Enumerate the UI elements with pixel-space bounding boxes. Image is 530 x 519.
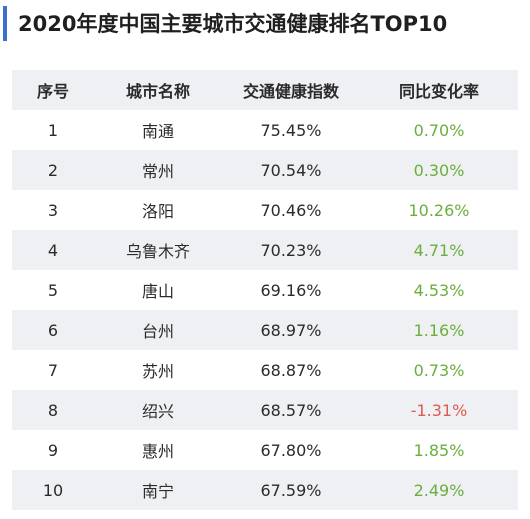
cell-index: 75.45% [260,120,322,140]
cell-index: 69.16% [260,280,322,300]
header-index: 交通健康指数 [242,82,339,101]
table-row: 7 苏州 68.87% 0.73% [12,350,518,390]
title-bar: 2020年度中国主要城市交通健康排名TOP10 [0,0,530,46]
table-header-row: 序号 城市名称 交通健康指数 同比变化率 [12,70,518,110]
cell-index: 68.87% [260,360,322,380]
table-row: 8 绍兴 68.57% -1.31% [12,390,518,430]
cell-rank: 9 [47,440,59,460]
cell-change: 0.30% [413,160,465,180]
header-change: 同比变化率 [398,82,479,101]
cell-index: 67.80% [260,440,322,460]
table-row: 6 台州 68.97% 1.16% [12,310,518,350]
cell-city: 唐山 [141,282,174,301]
cell-rank: 2 [47,160,59,180]
cell-index: 68.57% [260,400,322,420]
table-row: 5 唐山 69.16% 4.53% [12,270,518,310]
cell-index: 67.59% [260,480,322,500]
cell-city: 洛阳 [141,202,174,221]
table-row: 4 乌鲁木齐 70.23% 4.71% [12,230,518,270]
cell-change: 10.26% [408,200,470,220]
cell-change: -1.31% [410,400,468,420]
cell-rank: 4 [47,240,59,260]
cell-index: 70.23% [260,240,322,260]
table-row: 1 南通 75.45% 0.70% [12,110,518,150]
cell-index: 70.54% [260,160,322,180]
cell-city: 惠州 [141,442,174,461]
cell-rank: 1 [47,120,59,140]
cell-index: 70.46% [260,200,322,220]
cell-change: 1.16% [413,320,465,340]
cell-change: 0.73% [413,360,465,380]
page-title: 2020年度中国主要城市交通健康排名TOP10 [18,12,448,36]
table-row: 3 洛阳 70.46% 10.26% [12,190,518,230]
ranking-table: 序号 城市名称 交通健康指数 同比变化率 1 南通 75.45% 0.70% 2… [12,70,518,510]
table-row: 10 南宁 67.59% 2.49% [12,470,518,510]
cell-city: 南宁 [141,482,174,501]
table-row: 9 惠州 67.80% 1.85% [12,430,518,470]
table-body: 1 南通 75.45% 0.70% 2 常州 70.54% 0.30% 3 洛阳… [12,110,518,510]
cell-rank: 7 [47,360,59,380]
cell-city: 常州 [141,162,174,181]
cell-rank: 8 [47,400,59,420]
header-city: 城市名称 [125,82,190,101]
cell-city: 台州 [141,322,174,341]
table-header: 序号 城市名称 交通健康指数 同比变化率 [12,70,518,110]
cell-city: 乌鲁木齐 [125,242,190,261]
cell-city: 南通 [141,122,174,141]
cell-city: 苏州 [141,362,174,381]
cell-change: 0.70% [413,120,465,140]
cell-index: 68.97% [260,320,322,340]
cell-rank: 5 [47,280,59,300]
cell-rank: 6 [47,320,59,340]
cell-rank: 10 [42,480,64,500]
title-accent-bar [3,6,7,41]
header-rank: 序号 [36,82,69,101]
cell-rank: 3 [47,200,59,220]
table-row: 2 常州 70.54% 0.30% [12,150,518,190]
cell-city: 绍兴 [141,402,174,421]
cell-change: 2.49% [413,480,465,500]
cell-change: 1.85% [413,440,465,460]
cell-change: 4.71% [413,240,465,260]
cell-change: 4.53% [413,280,465,300]
